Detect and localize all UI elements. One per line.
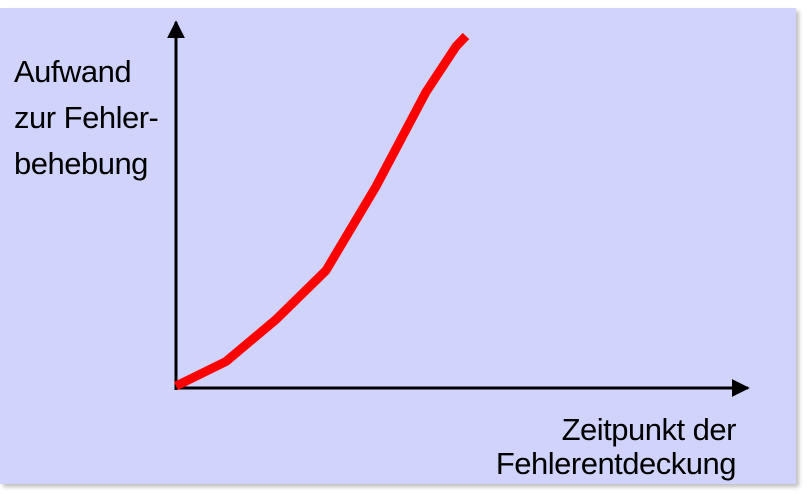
y-axis-label-line-1: Aufwand bbox=[14, 54, 132, 89]
y-axis-label-line-3: behebung bbox=[14, 146, 148, 181]
cost-curve-line bbox=[174, 32, 470, 391]
chart-panel: Aufwand zur Fehler- behebung Zeitpunkt d… bbox=[0, 8, 796, 484]
chart-svg bbox=[167, 20, 750, 397]
x-axis-label-line-2: Fehlerentdeckung bbox=[495, 446, 737, 481]
x-axis-label-line-1: Zeitpunkt der bbox=[561, 412, 737, 447]
y-axis-label-line-2: zur Fehler- bbox=[14, 100, 159, 135]
